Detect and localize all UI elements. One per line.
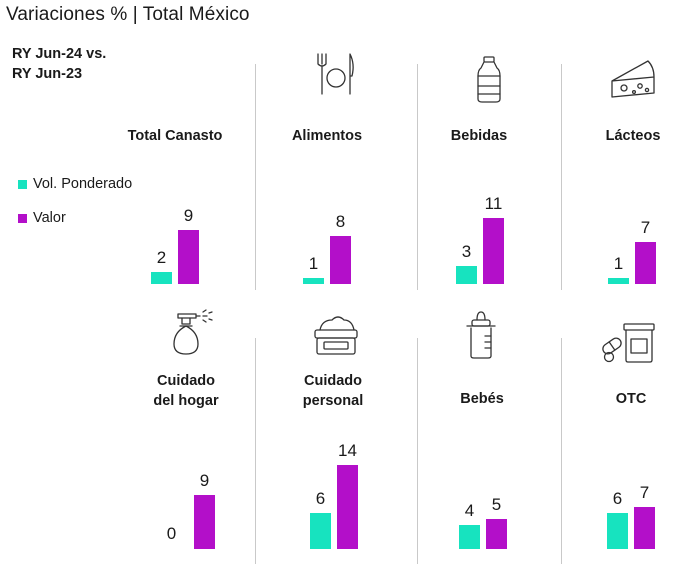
bar-valor-1 <box>330 236 351 284</box>
value-label-valor-7: 7 <box>640 483 649 502</box>
value-label-vol-6: 4 <box>465 501 474 520</box>
pills-icon <box>602 323 655 363</box>
category-label-cuidado-hogar: Cuidado del hogar <box>153 373 219 409</box>
legend-label-valor: Valor <box>33 210 66 226</box>
bar-valor-7 <box>634 507 655 549</box>
bottle-icon <box>477 56 501 103</box>
plate-cutlery-icon <box>317 53 354 95</box>
chart-title: Variaciones % | Total México <box>6 4 250 25</box>
category-label-otc: OTC <box>615 391 647 407</box>
legend-item-vol: Vol. Ponderado <box>18 176 132 192</box>
legend-item-valor: Valor <box>18 210 66 226</box>
legend-swatch-vol <box>18 179 27 189</box>
bar-vol-1 <box>303 278 324 284</box>
bar-valor-3 <box>635 242 656 284</box>
legend-label-vol: Vol. Ponderado <box>33 176 133 192</box>
bar-valor-2 <box>483 218 504 284</box>
bar-vol-2 <box>456 266 477 284</box>
category-label-total-canasto: Total Canasto <box>127 128 223 144</box>
category-label-lacteos: Lácteos <box>605 128 661 144</box>
bar-vol-0 <box>151 272 172 284</box>
baby-bottle-icon <box>466 311 496 359</box>
value-label-vol-3: 1 <box>614 254 623 273</box>
period-line-1: RY Jun-24 vs. <box>12 46 107 62</box>
period-line-2: RY Jun-23 <box>12 66 83 82</box>
value-label-vol-4: 0 <box>167 524 176 543</box>
panel-separator <box>417 338 418 564</box>
value-label-valor-3: 7 <box>641 218 650 237</box>
category-label-bebidas: Bebidas <box>450 128 508 144</box>
bar-vol-7 <box>607 513 628 549</box>
panel-separator <box>417 64 418 290</box>
panel-separator <box>255 338 256 564</box>
value-label-valor-4: 9 <box>200 471 209 490</box>
panel-separator <box>255 64 256 290</box>
value-label-vol-5: 6 <box>316 489 325 508</box>
cream-jar-icon <box>314 316 358 355</box>
value-label-vol-1: 1 <box>309 254 318 273</box>
category-label-bebes: Bebés <box>460 391 504 407</box>
bar-vol-3 <box>608 278 629 284</box>
category-label-alimentos: Alimentos <box>291 128 363 144</box>
legend-swatch-valor <box>18 213 27 223</box>
value-label-vol-2: 3 <box>462 242 471 261</box>
value-label-vol-0: 2 <box>157 248 166 267</box>
period-subtitle: RY Jun-24 vs. RY Jun-23 <box>12 44 152 84</box>
bar-valor-6 <box>486 519 507 549</box>
bar-vol-5 <box>310 513 331 549</box>
panel-separator <box>561 338 562 564</box>
value-label-valor-1: 8 <box>336 212 345 231</box>
category-label-cuidado-personal: Cuidado personal <box>302 373 364 409</box>
bar-valor-0 <box>178 230 199 284</box>
spray-bottle-icon <box>173 309 213 355</box>
value-label-valor-0: 9 <box>184 206 193 225</box>
value-label-vol-7: 6 <box>613 489 622 508</box>
bar-valor-4 <box>194 495 215 549</box>
panel-separator <box>561 64 562 290</box>
value-label-valor-2: 11 <box>485 194 503 213</box>
bar-valor-5 <box>337 465 358 549</box>
value-label-valor-5: 14 <box>338 441 357 460</box>
value-label-valor-6: 5 <box>492 495 501 514</box>
cheese-icon <box>611 60 655 98</box>
bar-vol-6 <box>459 525 480 549</box>
